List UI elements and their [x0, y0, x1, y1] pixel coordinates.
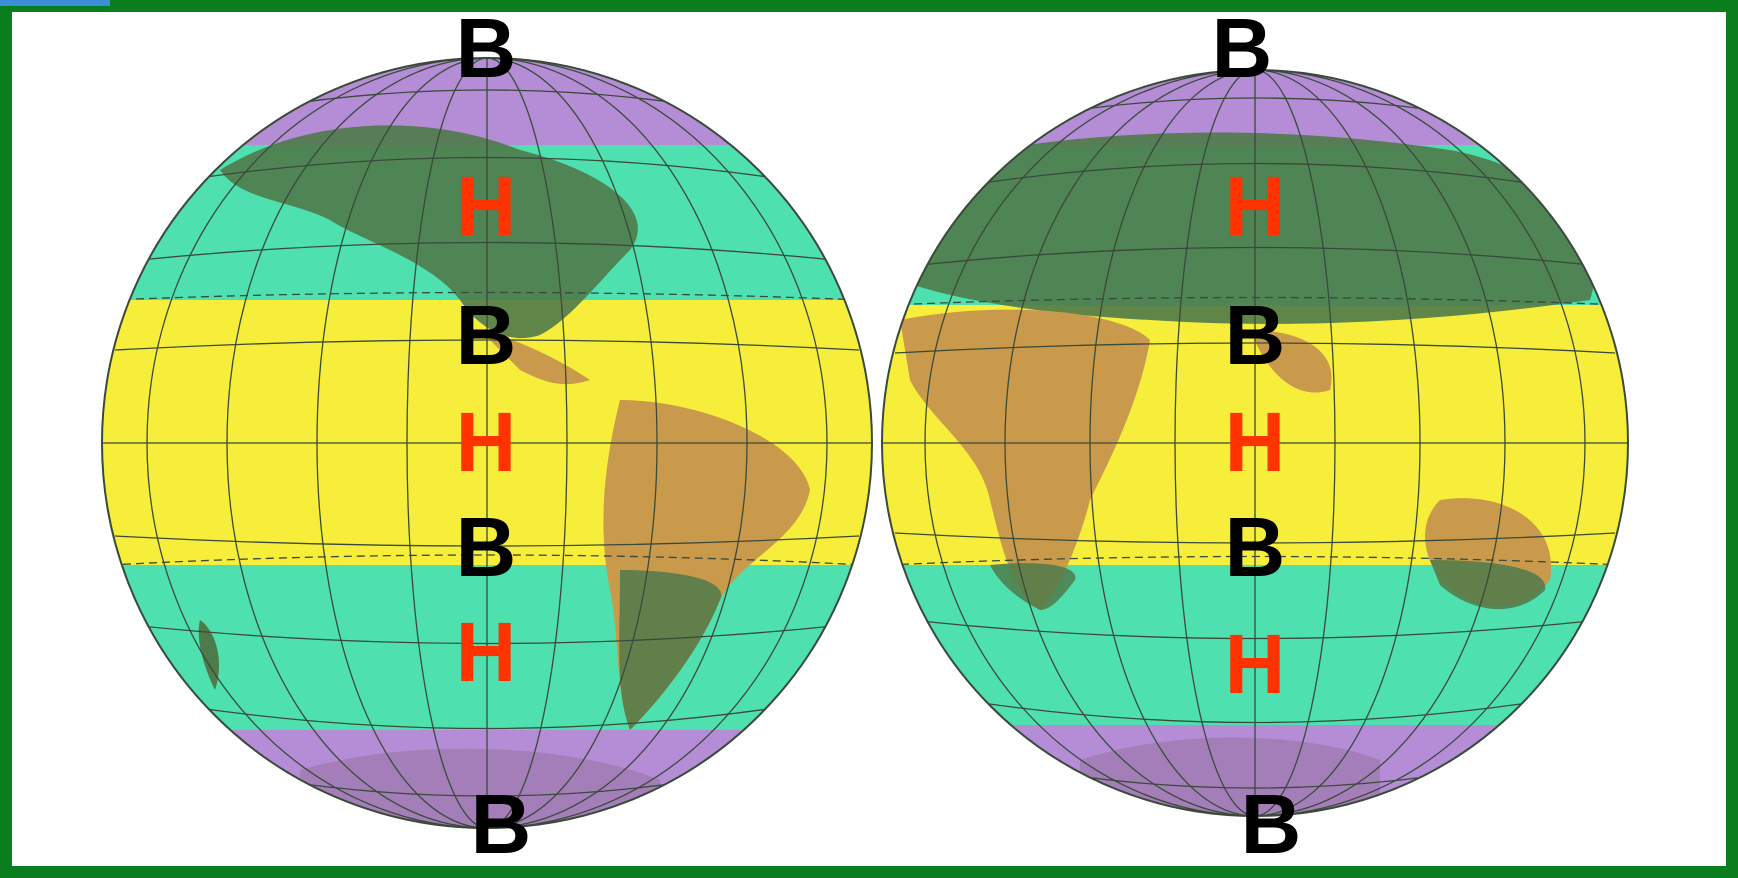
central-america-land	[480, 330, 590, 385]
east-globe-outline	[881, 69, 1629, 817]
graticule	[102, 58, 872, 828]
north-america-land	[220, 125, 638, 339]
africa-land-tropical	[900, 309, 1150, 610]
antarctica-land	[1080, 737, 1380, 816]
africa-land-temperate	[990, 563, 1076, 610]
east-label-6: H	[1224, 617, 1286, 711]
west-label-7: B	[470, 777, 532, 871]
eurasia-land	[900, 132, 1595, 324]
india-land	[1250, 330, 1332, 393]
west-globe-outline	[101, 57, 873, 829]
east-label-4: H	[1224, 395, 1286, 489]
east-label-7: B	[1240, 777, 1302, 871]
west-label-2: H	[455, 159, 517, 253]
west-label-5: B	[455, 500, 517, 594]
australia-land-temperate	[1430, 560, 1546, 610]
east-label-1: B	[1211, 1, 1273, 95]
tropic-lines	[109, 291, 865, 566]
east-label-2: H	[1224, 159, 1286, 253]
corner-tab	[0, 0, 110, 6]
west-label-1: B	[455, 1, 517, 95]
west-label-6: H	[455, 605, 517, 699]
east-label-5: B	[1224, 500, 1286, 594]
south-america-land-temperate	[619, 570, 722, 730]
east-label-3: B	[1224, 288, 1286, 382]
tropic-lines	[887, 296, 1623, 566]
west-label-3: B	[455, 288, 517, 382]
west-label-4: H	[455, 395, 517, 489]
